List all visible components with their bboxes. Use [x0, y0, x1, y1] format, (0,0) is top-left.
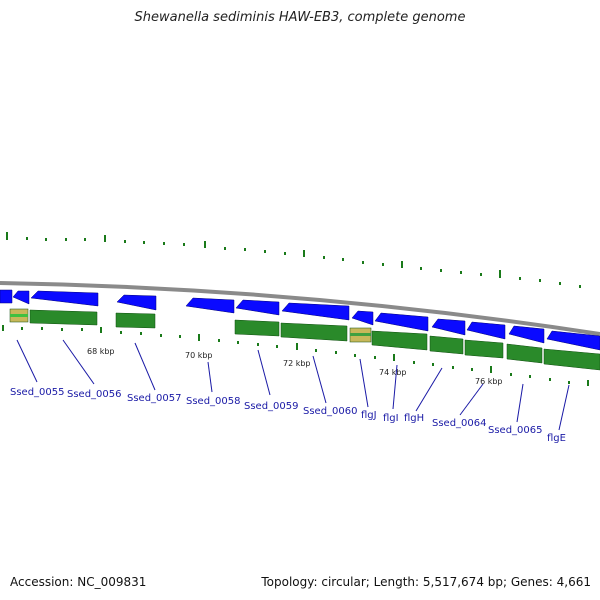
gene-labels: Ssed_0055 Ssed_0056 Ssed_0057 Ssed_0058 …	[10, 387, 566, 444]
cds-arrow	[374, 312, 429, 332]
inner-tick-ring	[2, 325, 589, 386]
accession-label: Accession: NC_009831	[10, 575, 147, 589]
cds-arrow	[30, 290, 99, 307]
gene-label: Ssed_0056	[67, 389, 122, 400]
cds-arrow	[466, 321, 506, 340]
outer-tick-ring	[6, 232, 581, 288]
gene-bar	[543, 348, 600, 371]
genome-summary: Topology: circular; Length: 5,517,674 bp…	[261, 575, 591, 589]
gene-bar	[29, 309, 98, 326]
cds-arrow	[116, 294, 157, 311]
gene-bar	[115, 312, 156, 329]
cds-arrow	[12, 290, 30, 305]
scale-label: 72 kbp	[283, 359, 311, 368]
cds-arrow	[508, 325, 545, 344]
gene-bar	[429, 335, 464, 355]
gene-bar	[371, 330, 428, 351]
scale-label: 76 kbp	[475, 377, 503, 386]
leader-lines	[16, 339, 570, 431]
cds-arrow	[0, 289, 13, 304]
scale-labels: 68 kbp 70 kbp 72 kbp 74 kbp 76 kbp	[87, 347, 503, 386]
gene-label: Ssed_0065	[488, 425, 543, 436]
map-title: Shewanella sediminis HAW-EB3, complete g…	[134, 10, 466, 25]
cds-arrow	[281, 302, 350, 321]
gene-bar	[506, 343, 543, 364]
scale-label: 70 kbp	[185, 351, 213, 360]
cds-arrow	[185, 297, 235, 314]
rna-bar-stripe	[350, 333, 371, 336]
gene-label: Ssed_0064	[432, 418, 487, 429]
gene-label: Ssed_0059	[244, 401, 299, 412]
cds-arrow	[351, 310, 374, 326]
gene-label: flgE	[547, 433, 566, 444]
cds-arrow	[235, 299, 280, 316]
gene-label: Ssed_0057	[127, 393, 182, 404]
gene-track	[9, 308, 600, 371]
gene-bar	[280, 322, 348, 342]
gene-label: flgJ	[361, 410, 377, 421]
gene-label: flgI	[383, 413, 399, 424]
genome-backbone	[0, 281, 600, 336]
scale-label: 74 kbp	[379, 368, 407, 377]
gene-bar	[234, 319, 280, 337]
gene-bar	[464, 339, 504, 359]
scale-label: 68 kbp	[87, 347, 115, 356]
gene-label: flgH	[404, 413, 424, 424]
cds-arrow	[546, 330, 600, 351]
cds-track	[0, 289, 600, 351]
gene-label: Ssed_0055	[10, 387, 65, 398]
gene-label: Ssed_0060	[303, 406, 358, 417]
rna-bar-stripe	[10, 314, 28, 317]
gene-label: Ssed_0058	[186, 396, 241, 407]
cds-arrow	[431, 318, 466, 336]
